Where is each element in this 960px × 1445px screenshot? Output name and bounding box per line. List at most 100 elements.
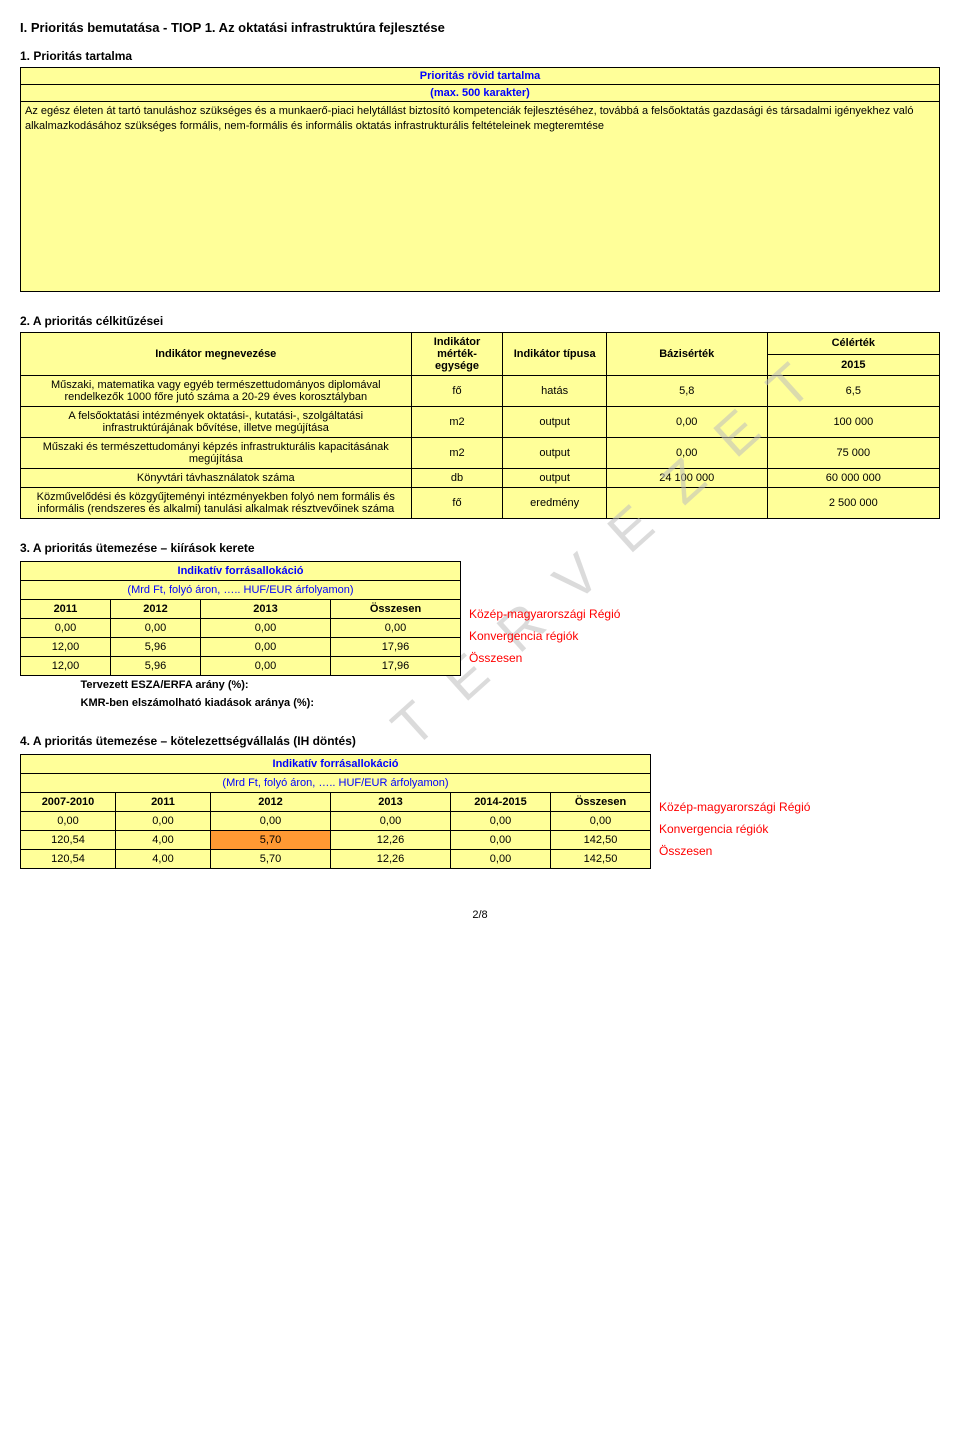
cell-type: hatás (503, 376, 606, 407)
alloc-cell: 17,96 (331, 657, 461, 676)
alloc-cell: 5,96 (111, 657, 201, 676)
col-target-year: 2015 (767, 354, 939, 376)
cell-base: 5,8 (606, 376, 767, 407)
cell-target: 60 000 000 (767, 469, 939, 488)
alloc-cell: 0,00 (21, 619, 111, 638)
cell-base: 24 100 000 (606, 469, 767, 488)
cell-base: 0,00 (606, 438, 767, 469)
alloc-cell: 0,00 (551, 812, 651, 831)
section-1-heading: 1. Prioritás tartalma (20, 49, 940, 63)
box-body: Az egész életen át tartó tanuláshoz szük… (20, 102, 940, 292)
cell-name: Közművelődési és közgyűjteményi intézmén… (21, 488, 412, 519)
cell-type: output (503, 407, 606, 438)
col-base: Bázisérték (606, 333, 767, 376)
cell-type: output (503, 469, 606, 488)
table-row: 12,005,960,0017,96 (21, 657, 461, 676)
alloc-col: 2012 (111, 600, 201, 619)
alloc-col: 2013 (331, 793, 451, 812)
alloc-cell: 4,00 (116, 850, 211, 869)
region-label: Közép-magyarországi Régió (461, 603, 620, 625)
plan-line-1: Tervezett ESZA/ERFA arány (%): (21, 676, 461, 695)
alloc-col: 2007-2010 (21, 793, 116, 812)
alloc-cell: 4,00 (116, 831, 211, 850)
col-unit: Indikátor mérték-egysége (411, 333, 503, 376)
plan-line-2: KMR-ben elszámolható kiadások aránya (%)… (21, 694, 461, 712)
cell-base (606, 488, 767, 519)
alloc-cell: 5,70 (211, 850, 331, 869)
alloc-cell: 0,00 (451, 850, 551, 869)
allocation-table-3: Indikatív forrásallokáció(Mrd Ft, folyó … (20, 561, 461, 712)
alloc-cell: 17,96 (331, 638, 461, 657)
alloc-col: 2012 (211, 793, 331, 812)
alloc-cell: 142,50 (551, 831, 651, 850)
region-label: Konvergencia régiók (461, 625, 620, 647)
table-row: Műszaki és természettudományi képzés inf… (21, 438, 940, 469)
cell-target: 100 000 (767, 407, 939, 438)
cell-target: 6,5 (767, 376, 939, 407)
section-4-heading: 4. A prioritás ütemezése – kötelezettség… (20, 734, 940, 748)
cell-type: eredmény (503, 488, 606, 519)
table-row: Közművelődési és közgyűjteményi intézmén… (21, 488, 940, 519)
alloc-col: Összesen (551, 793, 651, 812)
cell-unit: db (411, 469, 503, 488)
table-row: 0,000,000,000,00 (21, 619, 461, 638)
alloc-cell: 0,00 (451, 831, 551, 850)
cell-unit: m2 (411, 407, 503, 438)
cell-target: 75 000 (767, 438, 939, 469)
cell-name: A felsőoktatási intézmények oktatási-, k… (21, 407, 412, 438)
alloc-cell: 0,00 (201, 657, 331, 676)
table-row: 12,005,960,0017,96 (21, 638, 461, 657)
col-type: Indikátor típusa (503, 333, 606, 376)
cell-unit: fő (411, 488, 503, 519)
cell-unit: fő (411, 376, 503, 407)
alloc-cell: 0,00 (111, 619, 201, 638)
cell-target: 2 500 000 (767, 488, 939, 519)
alloc-cell: 0,00 (116, 812, 211, 831)
table-row: 120,544,005,7012,260,00142,50 (21, 850, 651, 869)
table-row: 120,544,005,7012,260,00142,50 (21, 831, 651, 850)
alloc-cell: 12,00 (21, 657, 111, 676)
alloc-col: 2013 (201, 600, 331, 619)
box-subtitle: (max. 500 karakter) (20, 85, 940, 102)
alloc-cell: 0,00 (211, 812, 331, 831)
alloc-col: 2014-2015 (451, 793, 551, 812)
page-number: 2/8 (20, 909, 940, 921)
table-row: Műszaki, matematika vagy egyéb természet… (21, 376, 940, 407)
section-2-heading: 2. A prioritás célkitűzései (20, 314, 940, 328)
cell-name: Műszaki, matematika vagy egyéb természet… (21, 376, 412, 407)
alloc-cell: 0,00 (451, 812, 551, 831)
alloc-cell: 0,00 (331, 812, 451, 831)
table-row: Könyvtári távhasználatok számadboutput24… (21, 469, 940, 488)
alloc-cell: 12,26 (331, 831, 451, 850)
alloc-cell: 12,00 (21, 638, 111, 657)
alloc-subtitle: (Mrd Ft, folyó áron, ….. HUF/EUR árfolya… (21, 774, 651, 793)
alloc-cell: 120,54 (21, 831, 116, 850)
allocation-table-4: Indikatív forrásallokáció(Mrd Ft, folyó … (20, 754, 651, 869)
cell-name: Műszaki és természettudományi képzés inf… (21, 438, 412, 469)
box-title: Prioritás rövid tartalma (20, 67, 940, 85)
alloc-cell: 5,70 (211, 831, 331, 850)
alloc-cell: 142,50 (551, 850, 651, 869)
alloc-title: Indikatív forrásallokáció (21, 755, 651, 774)
alloc-col: Összesen (331, 600, 461, 619)
cell-base: 0,00 (606, 407, 767, 438)
region-label: Konvergencia régiók (651, 818, 810, 840)
alloc-cell: 12,26 (331, 850, 451, 869)
indicator-table: Indikátor megnevezése Indikátor mérték-e… (20, 332, 940, 519)
table-row: A felsőoktatási intézmények oktatási-, k… (21, 407, 940, 438)
alloc-cell: 0,00 (331, 619, 461, 638)
cell-unit: m2 (411, 438, 503, 469)
cell-type: output (503, 438, 606, 469)
region-label: Összesen (461, 647, 620, 669)
alloc-cell: 0,00 (201, 619, 331, 638)
alloc-cell: 5,96 (111, 638, 201, 657)
table-row: 0,000,000,000,000,000,00 (21, 812, 651, 831)
alloc-cell: 120,54 (21, 850, 116, 869)
region-label: Közép-magyarországi Régió (651, 796, 810, 818)
col-target: Célérték (767, 333, 939, 355)
region-label: Összesen (651, 840, 810, 862)
alloc-title: Indikatív forrásallokáció (21, 562, 461, 581)
alloc-cell: 0,00 (201, 638, 331, 657)
cell-name: Könyvtári távhasználatok száma (21, 469, 412, 488)
alloc-subtitle: (Mrd Ft, folyó áron, ….. HUF/EUR árfolya… (21, 581, 461, 600)
